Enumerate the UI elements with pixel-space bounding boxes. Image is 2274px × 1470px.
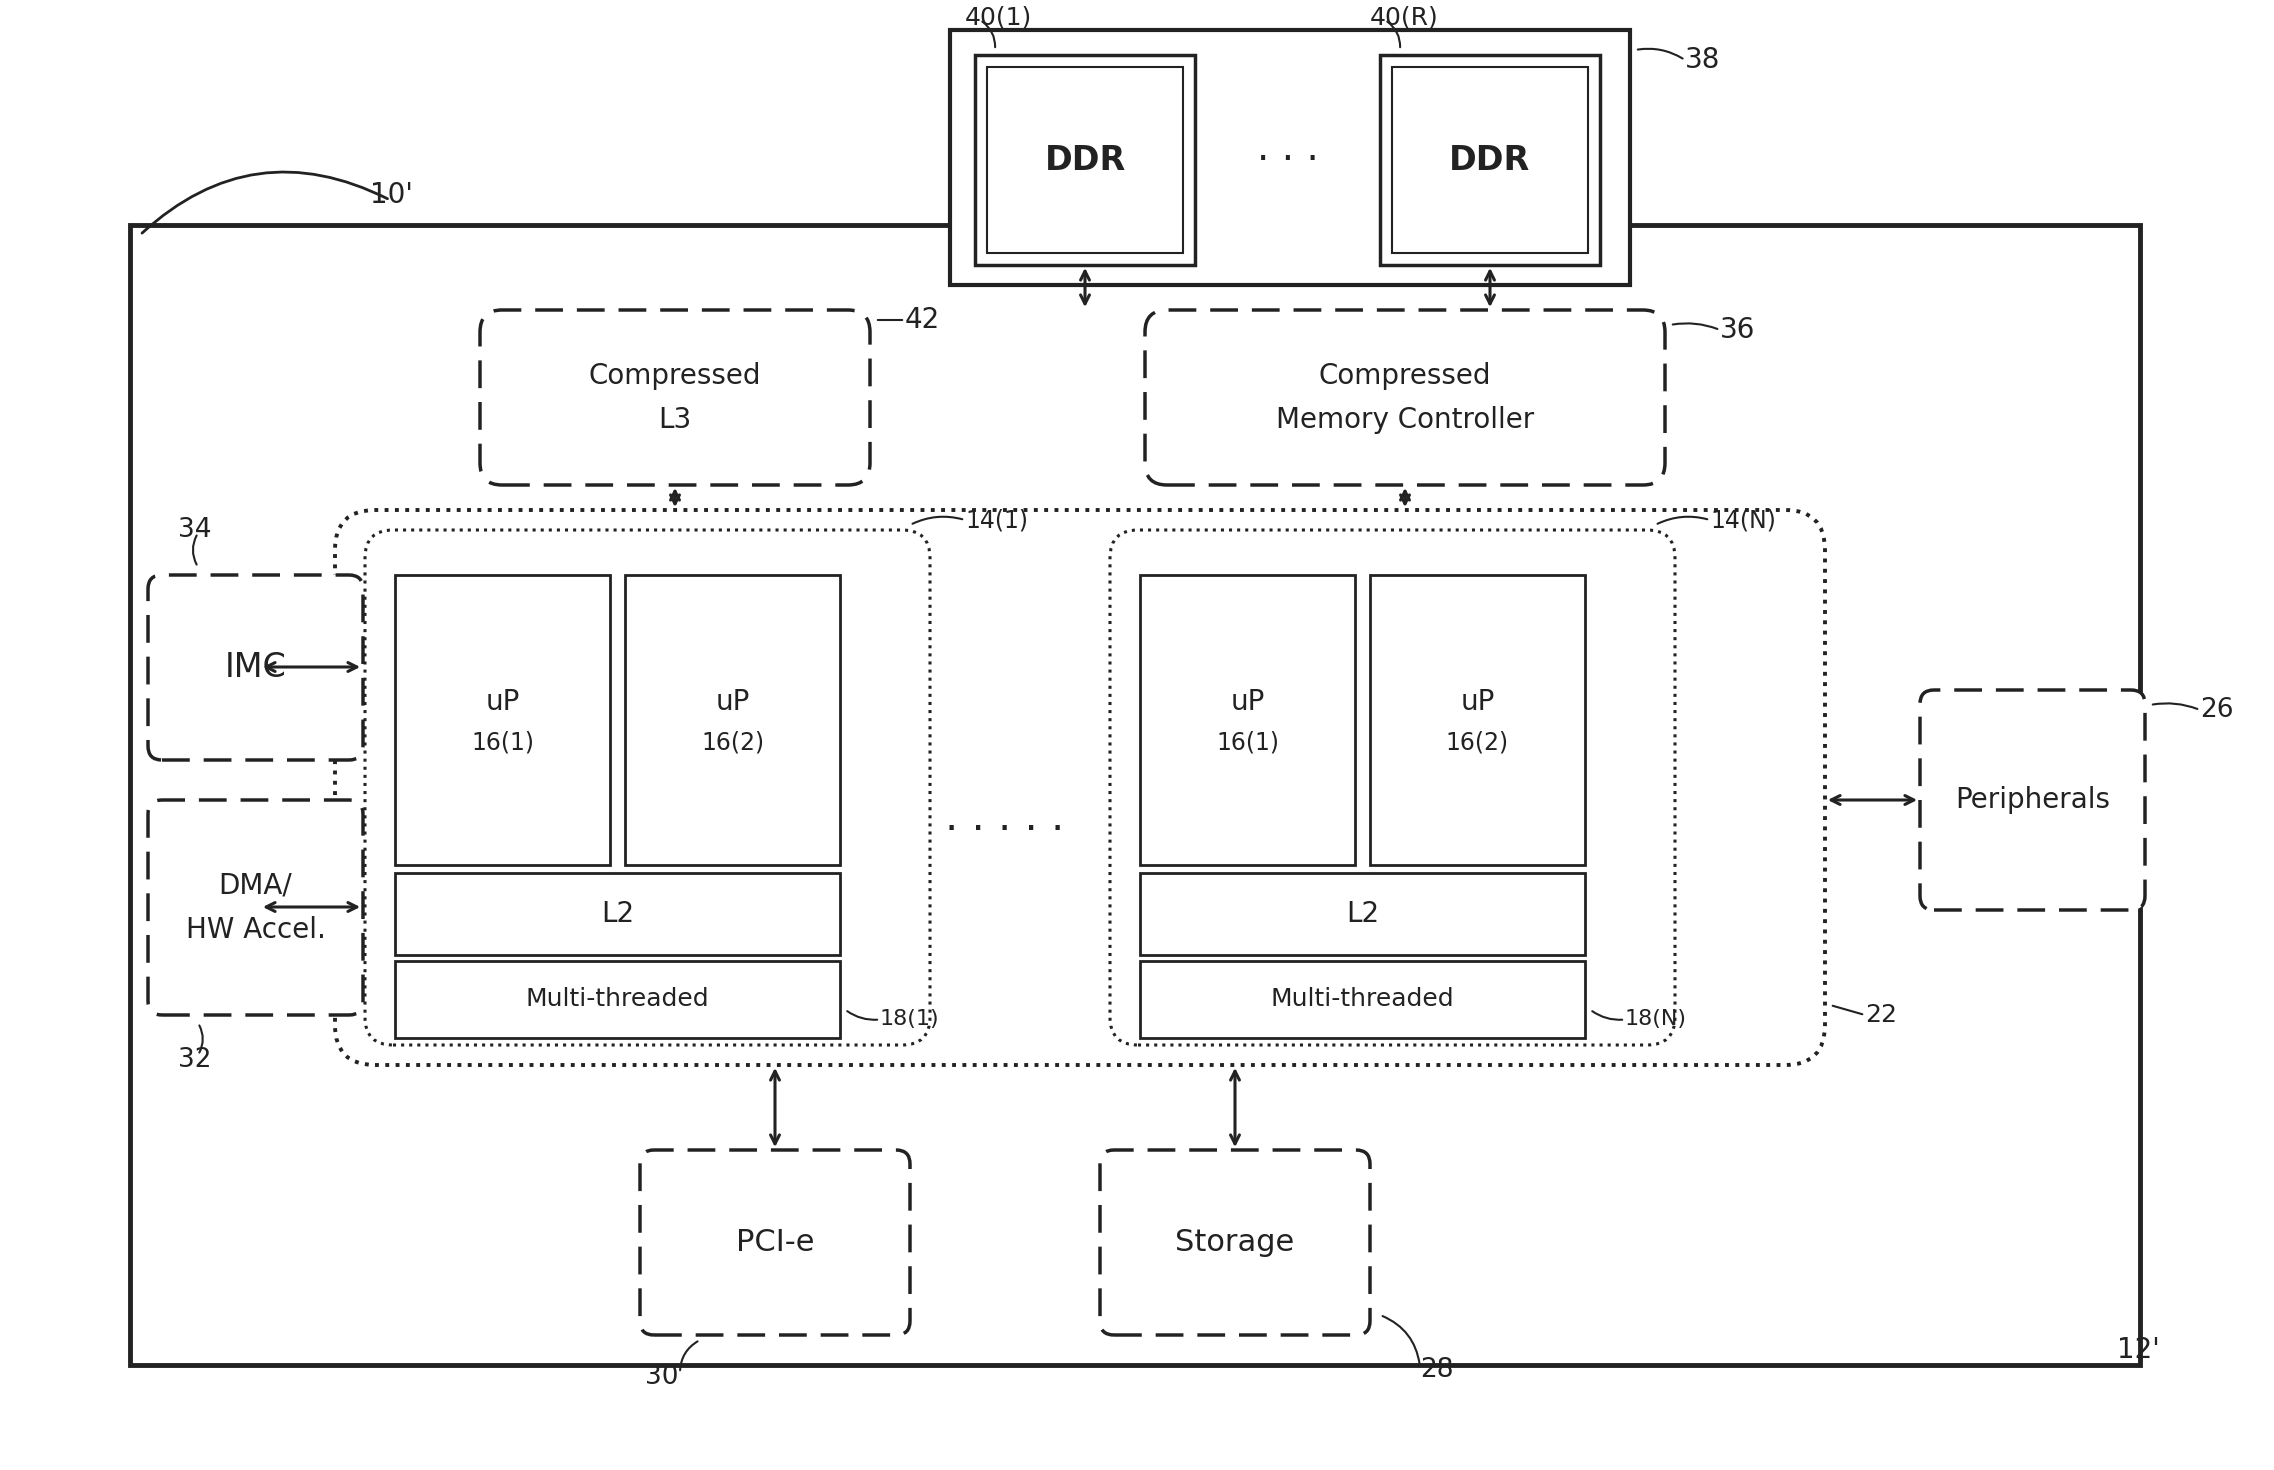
- Text: Compressed: Compressed: [589, 362, 762, 390]
- Text: 12': 12': [2117, 1336, 2160, 1364]
- Bar: [1392, 68, 1587, 253]
- Text: 16(1): 16(1): [471, 731, 534, 754]
- Text: L3: L3: [659, 406, 691, 434]
- FancyBboxPatch shape: [148, 800, 364, 1014]
- Text: 10': 10': [371, 181, 414, 209]
- Text: 40(R): 40(R): [1369, 4, 1439, 29]
- FancyBboxPatch shape: [148, 575, 364, 760]
- Text: L2: L2: [600, 900, 634, 928]
- Text: 16(1): 16(1): [1217, 731, 1278, 754]
- Text: L2: L2: [1346, 900, 1378, 928]
- Text: Compressed: Compressed: [1319, 362, 1492, 390]
- FancyBboxPatch shape: [334, 510, 1826, 1064]
- Bar: [1139, 575, 1355, 864]
- FancyBboxPatch shape: [1146, 310, 1665, 485]
- Bar: [396, 575, 609, 864]
- Text: uP: uP: [716, 688, 750, 716]
- Text: · · · · ·: · · · · ·: [946, 809, 1064, 851]
- Text: uP: uP: [1460, 688, 1494, 716]
- Bar: [1380, 54, 1601, 265]
- Bar: [396, 873, 839, 956]
- Text: 38: 38: [1685, 46, 1721, 74]
- Text: 36: 36: [1719, 316, 1756, 344]
- FancyBboxPatch shape: [1919, 689, 2144, 910]
- FancyBboxPatch shape: [1101, 1150, 1369, 1335]
- FancyBboxPatch shape: [1110, 531, 1676, 1045]
- Text: uP: uP: [1230, 688, 1264, 716]
- Bar: [130, 225, 2140, 1366]
- Text: 18(N): 18(N): [1626, 1010, 1687, 1029]
- Text: DDR: DDR: [1044, 144, 1126, 176]
- Text: · · ·: · · ·: [1258, 141, 1319, 179]
- Text: HW Accel.: HW Accel.: [186, 916, 325, 944]
- Text: 28: 28: [1419, 1357, 1453, 1383]
- Text: 30: 30: [646, 1364, 678, 1391]
- Text: 40(1): 40(1): [964, 4, 1032, 29]
- Bar: [625, 575, 839, 864]
- Text: DMA/: DMA/: [218, 872, 293, 900]
- Text: IMC: IMC: [225, 651, 287, 684]
- Bar: [976, 54, 1196, 265]
- Text: 32: 32: [177, 1047, 211, 1073]
- Text: 14(1): 14(1): [964, 509, 1028, 532]
- Bar: [396, 961, 839, 1038]
- Text: PCI-e: PCI-e: [737, 1227, 814, 1257]
- Text: Storage: Storage: [1176, 1227, 1294, 1257]
- Text: 22: 22: [1865, 1003, 1897, 1028]
- Text: 26: 26: [2199, 697, 2233, 723]
- Text: 14(N): 14(N): [1710, 509, 1776, 532]
- Text: Memory Controller: Memory Controller: [1276, 406, 1535, 434]
- Text: uP: uP: [484, 688, 521, 716]
- Text: Multi-threaded: Multi-threaded: [525, 988, 709, 1011]
- Text: 18(1): 18(1): [880, 1010, 939, 1029]
- Bar: [1369, 575, 1585, 864]
- Bar: [1139, 873, 1585, 956]
- Text: 34: 34: [177, 517, 211, 542]
- Bar: [1139, 961, 1585, 1038]
- Text: Multi-threaded: Multi-threaded: [1271, 988, 1455, 1011]
- FancyBboxPatch shape: [480, 310, 871, 485]
- Text: 16(2): 16(2): [700, 731, 764, 754]
- Text: Peripherals: Peripherals: [1956, 786, 2110, 814]
- Text: 16(2): 16(2): [1446, 731, 1510, 754]
- Text: DDR: DDR: [1449, 144, 1530, 176]
- Text: 42: 42: [905, 306, 939, 334]
- Bar: [951, 29, 1630, 285]
- Bar: [987, 68, 1182, 253]
- FancyBboxPatch shape: [366, 531, 930, 1045]
- FancyBboxPatch shape: [639, 1150, 910, 1335]
